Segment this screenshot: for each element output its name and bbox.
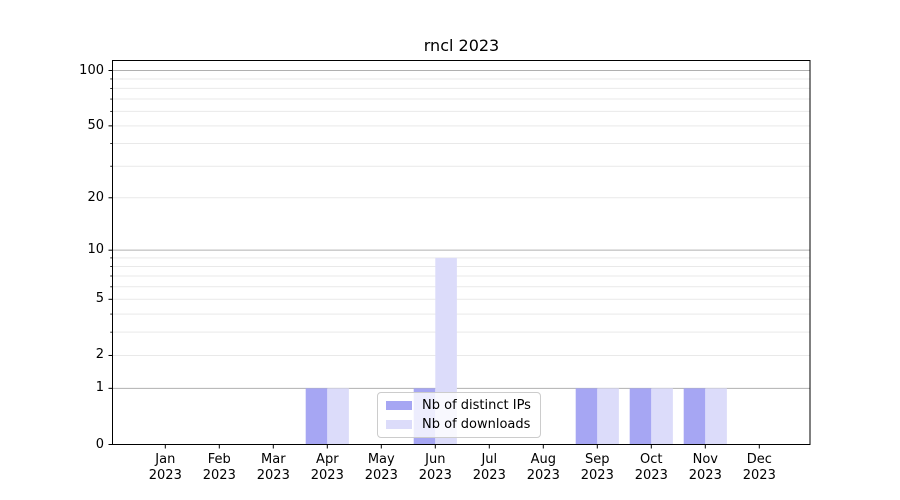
- y-tick-label: 0: [95, 436, 104, 452]
- x-tick-label: Dec 2023: [742, 452, 776, 483]
- y-tick-label: 10: [87, 242, 104, 258]
- legend-item-downloads: Nb of downloads: [386, 417, 531, 432]
- x-tick-label: Apr 2023: [310, 452, 344, 483]
- y-tick-label: 50: [87, 117, 104, 133]
- y-tick-label: 5: [95, 291, 104, 307]
- legend: Nb of distinct IPs Nb of downloads: [377, 392, 541, 438]
- legend-label-distinct-ips: Nb of distinct IPs: [422, 398, 531, 413]
- bar-downloads-nov: [705, 388, 727, 445]
- x-tick-label: Nov 2023: [688, 452, 722, 483]
- chart-title: rncl 2023: [423, 36, 500, 55]
- bar-downloads-apr: [327, 388, 349, 445]
- y-tick-label: 1: [95, 380, 104, 396]
- axes-spines: [112, 60, 811, 445]
- legend-swatch-distinct-ips: [386, 401, 412, 410]
- x-tick-label: Jan 2023: [148, 452, 182, 483]
- bar-ips-sep: [575, 388, 598, 445]
- y-tick-label: 20: [87, 189, 104, 205]
- bar-ips-apr: [305, 388, 328, 445]
- x-tick-label: Sep 2023: [580, 452, 614, 483]
- x-tick-label: Oct 2023: [634, 452, 668, 483]
- bar-downloads-oct: [651, 388, 673, 445]
- x-tick-label: Aug 2023: [526, 452, 560, 483]
- bar-ips-oct: [629, 388, 652, 445]
- x-tick-label: Jun 2023: [418, 452, 452, 483]
- legend-swatch-downloads: [386, 420, 412, 429]
- x-tick-label: Mar 2023: [256, 452, 290, 483]
- bar-ips-nov: [683, 388, 706, 445]
- x-tick-label: Jul 2023: [472, 452, 506, 483]
- legend-label-downloads: Nb of downloads: [422, 417, 531, 432]
- y-tick-label: 100: [79, 62, 104, 78]
- y-tick-label: 2: [95, 347, 104, 363]
- x-tick-label: May 2023: [364, 452, 398, 483]
- x-tick-label: Feb 2023: [202, 452, 236, 483]
- legend-item-distinct-ips: Nb of distinct IPs: [386, 398, 531, 413]
- bar-downloads-sep: [597, 388, 619, 445]
